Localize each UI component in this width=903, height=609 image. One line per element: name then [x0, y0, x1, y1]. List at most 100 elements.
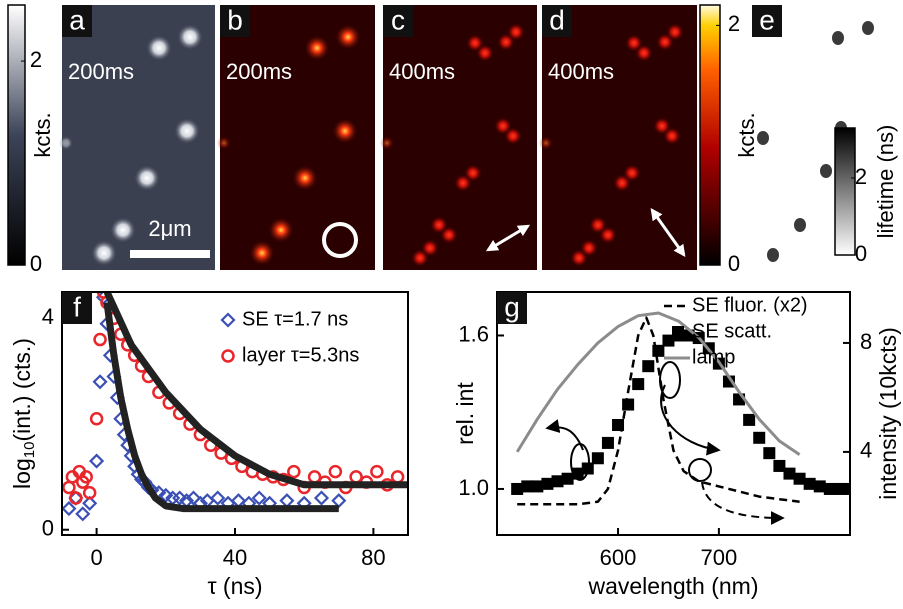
emitter-spot	[217, 136, 231, 150]
colorbar-tick-label: 0	[855, 241, 867, 266]
data-point	[316, 492, 328, 504]
data-point	[288, 466, 299, 477]
colorbar-tick-label: 0	[30, 251, 42, 276]
legend-label: SE scatt.	[692, 320, 772, 342]
figure: 2μma200msb200msc400msd400mse02kcts.02kct…	[0, 0, 903, 604]
colorbar-tick-label: 2	[855, 164, 867, 189]
annotation-arrow	[548, 427, 583, 450]
legend-label: lamp	[692, 346, 735, 368]
lifetime-spot	[767, 248, 779, 262]
x-tick-label: 600	[600, 545, 637, 570]
emitter-spot	[599, 226, 617, 244]
emitter-spot	[174, 118, 200, 144]
data-point	[281, 495, 293, 507]
panel-letter: f	[73, 291, 81, 322]
panel-letter: a	[69, 4, 85, 35]
y-axis-label: rel. int	[452, 382, 478, 445]
data-point	[652, 345, 664, 357]
data-point	[232, 495, 244, 507]
y2-tick-label: 4	[860, 438, 872, 463]
colorbar-label: kcts.	[30, 112, 55, 157]
y2-tick-label: 8	[860, 329, 872, 354]
panel-letter: b	[227, 4, 243, 35]
legend-label: layer τ=5.3ns	[242, 344, 359, 366]
emitter-spot	[59, 136, 73, 150]
data-point	[94, 376, 106, 388]
scale-bar-label: 2μm	[148, 216, 191, 241]
emitter-spot	[380, 136, 394, 150]
emitter-spot	[268, 217, 294, 243]
lifetime-map	[752, 5, 880, 270]
emitter-spot	[666, 23, 684, 41]
colorbar	[700, 5, 720, 265]
exposure-label: 400ms	[389, 59, 455, 84]
data-point	[333, 495, 345, 507]
data-point	[330, 466, 341, 477]
data-point	[91, 413, 102, 424]
data-point	[63, 503, 75, 515]
emitter-spot	[421, 239, 439, 257]
data-point	[763, 447, 775, 459]
y2-axis-label: intensity (10kcts)	[875, 327, 901, 500]
emitter-spot	[663, 127, 681, 145]
colorbar-tick-label: 2	[30, 47, 42, 72]
x-axis-label: τ (ns)	[207, 573, 262, 599]
lifetime-spot	[832, 31, 844, 45]
image-panel	[539, 5, 697, 270]
lifetime-spot	[820, 164, 832, 178]
emitter-spot	[304, 35, 330, 61]
emitter-spot	[623, 164, 641, 182]
emitter-spot	[110, 217, 136, 243]
exposure-label: 400ms	[548, 59, 614, 84]
plot-area	[511, 313, 856, 504]
emitter-spot	[91, 240, 117, 266]
plot-area	[63, 287, 408, 520]
y-tick-label: 1.0	[458, 475, 489, 500]
exposure-label: 200ms	[226, 59, 292, 84]
y-axis-label-subscript: 10	[21, 442, 38, 459]
emitter-spot	[504, 127, 522, 145]
y-axis-label: log10(int.) (cts.)	[9, 338, 38, 489]
fit-line	[107, 303, 339, 509]
colorbar-tick-label: 2	[728, 11, 740, 36]
data-point	[622, 399, 634, 411]
panel-letter: e	[759, 4, 775, 35]
emitter-spot	[146, 35, 172, 61]
data-point	[602, 437, 614, 449]
data-point	[371, 466, 382, 477]
emitter-spot	[635, 44, 653, 62]
legend-label: SE τ=1.7 ns	[242, 308, 348, 330]
y-axis-label-text: (int.) (cts.)	[9, 338, 35, 442]
data-point	[77, 508, 89, 520]
emitter-spot	[292, 165, 318, 191]
y-tick-label: 4	[42, 304, 54, 329]
data-point	[743, 414, 755, 426]
emitter-spot	[335, 24, 361, 50]
y-axis-label-text: log	[9, 458, 35, 489]
data-point	[612, 419, 624, 431]
colorbar	[8, 5, 25, 265]
data-point	[70, 493, 81, 504]
data-point	[642, 360, 654, 372]
y-tick-label: 0	[42, 516, 54, 541]
emitter-spot	[580, 239, 598, 257]
panel-letter: g	[504, 291, 520, 322]
x-tick-label: 40	[223, 545, 247, 570]
x-tick-label: 0	[90, 545, 102, 570]
emitter-spot	[440, 226, 458, 244]
x-tick-label: 700	[701, 545, 738, 570]
emitter-spot	[539, 136, 553, 150]
emitter-spot	[249, 240, 275, 266]
image-panel	[380, 5, 537, 270]
panel-letter: d	[549, 4, 565, 35]
colorbar-tick-label: 0	[728, 251, 740, 276]
colorbar	[835, 128, 855, 255]
data-point	[91, 455, 103, 467]
annotation-arrow	[661, 385, 718, 450]
emitter-spot	[476, 44, 494, 62]
panel-letter: c	[391, 4, 405, 35]
colorbar-label: lifetime (ns)	[873, 125, 898, 239]
exposure-label: 200ms	[68, 59, 134, 84]
lifetime-spot	[862, 21, 874, 35]
emitter-spot	[332, 118, 358, 144]
